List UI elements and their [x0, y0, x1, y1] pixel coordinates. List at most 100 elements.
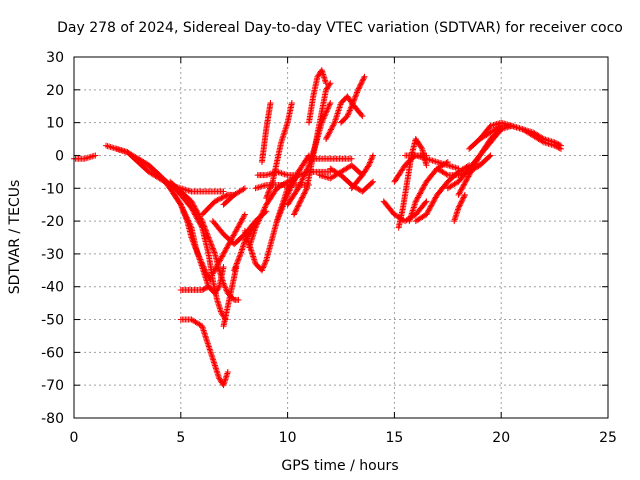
data-point	[456, 202, 463, 209]
data-point	[348, 104, 355, 111]
data-point	[358, 111, 365, 118]
data-point	[235, 223, 242, 230]
data-point	[218, 195, 225, 202]
data-point	[196, 219, 203, 226]
y-tick-label: 30	[46, 50, 64, 66]
data-point	[359, 77, 366, 84]
data-point	[291, 211, 298, 218]
data-point	[471, 162, 478, 169]
data-point	[457, 187, 464, 194]
data-point	[183, 215, 190, 222]
data-point	[360, 75, 367, 82]
data-point	[188, 234, 195, 241]
data-point	[219, 194, 226, 201]
data-point	[241, 211, 248, 218]
data-point	[424, 210, 431, 217]
data-point	[356, 84, 363, 91]
data-point	[539, 138, 546, 145]
data-point	[225, 241, 232, 248]
data-point	[285, 188, 292, 195]
x-tick-label: 10	[279, 430, 297, 446]
data-point	[303, 186, 310, 193]
data-point	[455, 204, 462, 211]
data-point	[269, 180, 276, 187]
data-point	[231, 231, 238, 238]
data-point	[412, 198, 419, 205]
data-point	[323, 80, 330, 87]
data-point	[204, 284, 211, 291]
data-point	[214, 262, 221, 269]
data-point	[552, 143, 559, 150]
data-point	[353, 90, 360, 97]
data-point	[190, 208, 197, 215]
y-axis-label: SDTVAR / TECUs	[7, 180, 23, 295]
data-point	[296, 199, 303, 206]
axis-ticks: 0 5 10 15 20 25 -80 -70 -60 -50 -40 -30 -20 -10 0 10 20 3…	[41, 50, 617, 446]
data-point	[254, 220, 261, 227]
data-point	[232, 264, 239, 271]
data-point	[460, 182, 467, 189]
data-point	[555, 144, 562, 151]
data-point	[229, 233, 236, 240]
data-point	[234, 259, 241, 266]
data-point	[296, 201, 303, 208]
data-point	[330, 122, 337, 129]
data-point	[92, 152, 99, 159]
data-point	[205, 283, 212, 290]
data-point	[427, 203, 434, 210]
data-point	[200, 263, 207, 270]
data-point	[222, 246, 229, 253]
data-point	[444, 159, 451, 166]
data-point	[286, 187, 293, 194]
data-point	[297, 198, 304, 205]
data-point	[205, 233, 212, 240]
data-point	[347, 106, 354, 113]
data-point	[277, 209, 284, 216]
data-point	[496, 123, 503, 130]
data-point	[179, 205, 186, 212]
data-point	[196, 253, 203, 260]
data-point	[239, 216, 246, 223]
data-point	[297, 180, 304, 187]
data-point	[212, 265, 219, 272]
data-point	[262, 203, 269, 210]
data-point	[266, 186, 273, 193]
data-point	[274, 216, 281, 223]
data-point	[183, 216, 190, 223]
data-point	[300, 173, 307, 180]
data-point	[205, 234, 212, 241]
data-point	[349, 101, 356, 108]
data-point	[209, 245, 216, 252]
data-point	[429, 199, 436, 206]
data-point	[289, 180, 296, 187]
data-point	[429, 201, 436, 208]
data-point	[414, 195, 421, 202]
data-point	[231, 229, 238, 236]
y-tick-label: -70	[41, 378, 64, 394]
data-point	[466, 172, 473, 179]
data-point	[235, 256, 242, 263]
data-point	[300, 191, 307, 198]
data-point	[257, 213, 264, 220]
data-point	[456, 189, 463, 196]
data-point	[189, 235, 196, 242]
data-point	[330, 121, 337, 128]
data-point	[294, 204, 301, 211]
data-point	[182, 212, 189, 219]
data-point	[259, 208, 266, 215]
data-point	[285, 190, 292, 197]
data-point	[221, 281, 228, 288]
y-tick-label: -40	[41, 280, 64, 296]
data-point	[298, 178, 305, 185]
data-point	[220, 280, 227, 287]
data-point	[220, 250, 227, 257]
data-point	[235, 296, 242, 303]
data-point	[458, 199, 465, 206]
data-point	[192, 212, 199, 219]
data-point	[359, 113, 366, 120]
data-point	[275, 215, 282, 222]
data-point	[191, 210, 198, 217]
data-point	[368, 179, 375, 186]
data-point	[325, 131, 332, 138]
